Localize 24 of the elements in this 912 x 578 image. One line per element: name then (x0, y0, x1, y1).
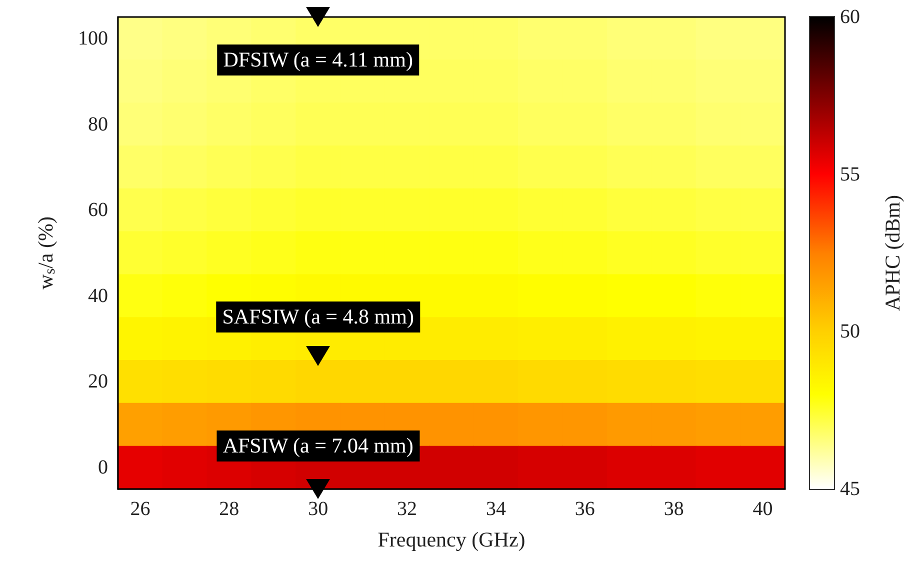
y-tick-label: 80 (88, 113, 108, 136)
x-tick-label: 32 (397, 498, 418, 520)
y-tick-label: 40 (88, 284, 108, 307)
annotation: SAFSIW (a = 4.8 mm) (216, 302, 420, 333)
y-tick-label: 100 (78, 27, 108, 50)
color-bar-title: APHC (dBm) (880, 194, 904, 312)
color-bar-label: 60 (840, 6, 860, 28)
x-tick-label: 28 (219, 498, 240, 520)
color-bar-label: 50 (840, 320, 860, 343)
y-axis-title: ws/a (%) (34, 216, 58, 290)
color-bar-label: 55 (840, 163, 860, 186)
y-tick-label: 20 (88, 370, 108, 393)
x-tick-label: 38 (664, 498, 684, 520)
y-tick-label: 60 (88, 199, 108, 222)
x-tick-label: 26 (130, 498, 150, 520)
annotation: AFSIW (a = 7.04 mm) (216, 430, 420, 462)
x-tick-label: 36 (574, 498, 595, 520)
x-tick-label: 30 (308, 498, 328, 520)
x-tick-label: 34 (486, 498, 506, 520)
x-axis-title: Frequency (GHz) (378, 528, 526, 552)
y-tick-label: 0 (98, 456, 108, 479)
annotation: DFSIW (a = 4.11 mm) (217, 44, 419, 76)
color-bar-label: 45 (840, 478, 860, 500)
x-tick-label: 40 (752, 498, 773, 520)
